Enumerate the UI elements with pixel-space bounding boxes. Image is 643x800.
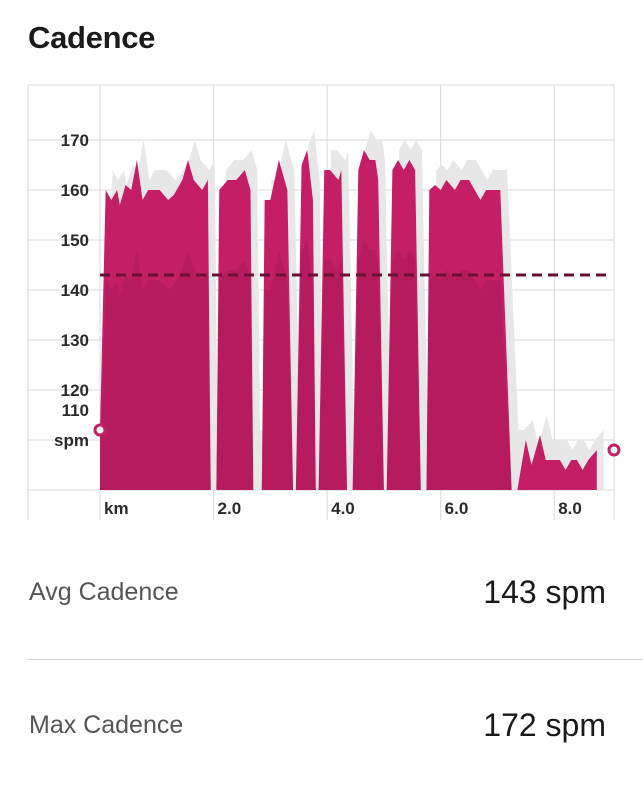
y-tick-label-150: 150 xyxy=(61,231,89,250)
cadence-area-shade xyxy=(100,240,597,490)
y-tick-label-110-upper: 110 xyxy=(62,401,89,420)
stats-divider xyxy=(28,659,643,660)
y-tick-label-140: 140 xyxy=(61,281,89,300)
max-cadence-value: 172 spm xyxy=(483,707,606,743)
x-tick-label-km: km xyxy=(104,499,129,518)
x-tick-label-6: 6.0 xyxy=(445,499,469,518)
x-tick-label-8: 8.0 xyxy=(558,499,582,518)
section-title: Cadence xyxy=(28,20,156,55)
cadence-area xyxy=(100,150,597,490)
avg-cadence-value: 143 spm xyxy=(483,574,606,610)
cadence-chart-svg: spm 120 130 140 150 160 170 110 km 2.0 4.0 6.0 8.0 xyxy=(27,84,621,520)
max-cadence-row: Max Cadence 172 spm xyxy=(29,707,606,747)
cadence-area-layer xyxy=(100,150,597,490)
marker-layer xyxy=(93,423,621,457)
avg-cadence-label: Avg Cadence xyxy=(29,578,179,606)
tick-label-layer: spm 120 130 140 150 160 170 110 km 2.0 4.0 6.0 8.0 xyxy=(54,131,582,518)
y-tick-label-160: 160 xyxy=(61,181,89,200)
start-marker xyxy=(93,423,107,437)
y-tick-label-170: 170 xyxy=(61,131,89,150)
max-cadence-label: Max Cadence xyxy=(29,711,184,739)
x-tick-label-4: 4.0 xyxy=(331,499,355,518)
y-tick-label-120: 120 xyxy=(61,381,89,400)
avg-cadence-row: Avg Cadence 143 spm xyxy=(29,574,606,614)
x-tick-label-2: 2.0 xyxy=(218,499,242,518)
y-tick-label-130: 130 xyxy=(61,331,89,350)
y-tick-label-110: spm xyxy=(54,431,89,450)
end-marker xyxy=(607,443,621,457)
cadence-chart[interactable]: spm 120 130 140 150 160 170 110 km 2.0 4.0 6.0 8.0 xyxy=(0,0,643,525)
